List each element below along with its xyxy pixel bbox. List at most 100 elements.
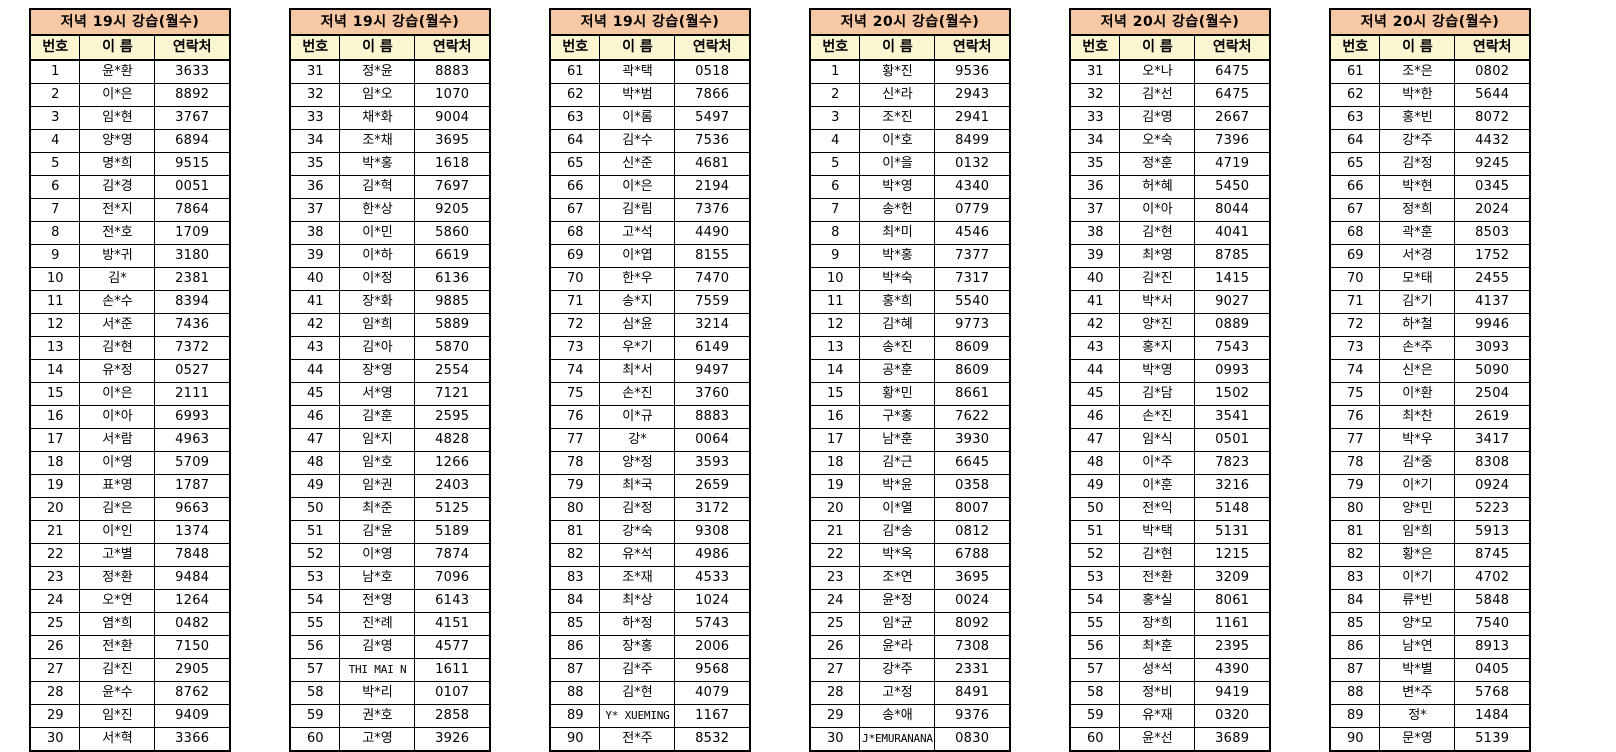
cell-number: 38 bbox=[289, 221, 341, 245]
cell-name: 표*영 bbox=[79, 474, 156, 498]
table-row: 15 이*은 2111 bbox=[29, 382, 231, 406]
cell-contact: 2905 bbox=[154, 658, 231, 682]
cell-name: 김* bbox=[79, 267, 156, 291]
cell-number: 59 bbox=[289, 704, 341, 728]
table-row: 87 김*주 9568 bbox=[549, 658, 751, 682]
column-header-name: 이 름 bbox=[339, 34, 416, 61]
table-row: 65 신*준 4681 bbox=[549, 152, 751, 176]
cell-name: 김*선 bbox=[1119, 83, 1196, 107]
cell-number: 51 bbox=[1069, 520, 1121, 544]
column-header-contact: 연락처 bbox=[154, 34, 231, 61]
cell-number: 34 bbox=[1069, 129, 1121, 153]
table-row: 21 이*인 1374 bbox=[29, 520, 231, 544]
cell-name: 이*하 bbox=[339, 244, 416, 268]
cell-contact: 9419 bbox=[1194, 681, 1271, 705]
roster-table: 저녁 20시 강습(월수) 번호 이 름 연락처 61 조*은 0802 62 박*한 5644 6… bbox=[1328, 8, 1531, 752]
table-row: 16 구*홍 7622 bbox=[809, 405, 1011, 429]
table-row: 35 정*훈 4719 bbox=[1069, 152, 1271, 176]
column-header-number: 번호 bbox=[1329, 34, 1381, 61]
cell-name: 박*옥 bbox=[859, 543, 936, 567]
table-row: 19 표*영 1787 bbox=[29, 474, 231, 498]
table-row: 13 송*진 8609 bbox=[809, 336, 1011, 360]
cell-contact: 0482 bbox=[154, 612, 231, 636]
table-header-row: 번호 이 름 연락처 bbox=[549, 34, 751, 61]
cell-contact: 4432 bbox=[1454, 129, 1531, 153]
table-row: 16 이*아 6993 bbox=[29, 405, 231, 429]
cell-name: 남*연 bbox=[1379, 635, 1456, 659]
table-row: 57 THI MAI N 1611 bbox=[289, 658, 491, 682]
cell-number: 90 bbox=[1329, 727, 1381, 752]
column-header-contact: 연락처 bbox=[1454, 34, 1531, 61]
table-row: 55 장*희 1161 bbox=[1069, 612, 1271, 636]
table-row: 58 정*비 9419 bbox=[1069, 681, 1271, 705]
table-row: 82 황*은 8745 bbox=[1329, 543, 1531, 567]
cell-number: 31 bbox=[1069, 59, 1121, 84]
cell-contact: 3180 bbox=[154, 244, 231, 268]
table-row: 22 박*옥 6788 bbox=[809, 543, 1011, 567]
cell-name: 신*준 bbox=[599, 152, 676, 176]
cell-number: 14 bbox=[809, 359, 861, 383]
roster-table: 저녁 19시 강습(월수) 번호 이 름 연락처 1 윤*환 3633 2 이*은 8892 3 임*… bbox=[28, 8, 231, 752]
cell-name: 전*환 bbox=[79, 635, 156, 659]
column-header-name: 이 름 bbox=[79, 34, 156, 61]
cell-number: 7 bbox=[29, 198, 81, 222]
cell-name: 이*영 bbox=[339, 543, 416, 567]
cell-number: 85 bbox=[549, 612, 601, 636]
cell-name: 임*권 bbox=[339, 474, 416, 498]
cell-name: 박*택 bbox=[1119, 520, 1196, 544]
cell-contact: 9376 bbox=[934, 704, 1011, 728]
column-header-contact: 연락처 bbox=[674, 34, 751, 61]
cell-contact: 5090 bbox=[1454, 359, 1531, 383]
table-row: 17 서*람 4963 bbox=[29, 428, 231, 452]
cell-number: 66 bbox=[549, 175, 601, 199]
table-row: 40 김*진 1415 bbox=[1069, 267, 1271, 291]
cell-name: 조*연 bbox=[859, 566, 936, 590]
table-row: 50 최*준 5125 bbox=[289, 497, 491, 521]
table-row: 40 이*정 6136 bbox=[289, 267, 491, 291]
cell-name: 황*민 bbox=[859, 382, 936, 406]
table-row: 71 송*지 7559 bbox=[549, 290, 751, 314]
cell-name: 진*례 bbox=[339, 612, 416, 636]
cell-number: 5 bbox=[809, 152, 861, 176]
cell-contact: 0405 bbox=[1454, 658, 1531, 682]
cell-name: 이*규 bbox=[599, 405, 676, 429]
cell-number: 37 bbox=[289, 198, 341, 222]
cell-number: 61 bbox=[549, 59, 601, 84]
cell-name: 정*비 bbox=[1119, 681, 1196, 705]
cell-name: 강*주 bbox=[859, 658, 936, 682]
table-row: 48 이*주 7823 bbox=[1069, 451, 1271, 475]
table-row: 22 고*별 7848 bbox=[29, 543, 231, 567]
cell-number: 83 bbox=[549, 566, 601, 590]
cell-number: 67 bbox=[549, 198, 601, 222]
cell-name: 이*영 bbox=[79, 451, 156, 475]
cell-name: 전*주 bbox=[599, 727, 676, 752]
table-row: 31 오*나 6475 bbox=[1069, 59, 1271, 84]
cell-name: 이*롬 bbox=[599, 106, 676, 130]
table-row: 59 권*호 2858 bbox=[289, 704, 491, 728]
table-row: 8 전*호 1709 bbox=[29, 221, 231, 245]
table-row: 71 김*기 4137 bbox=[1329, 290, 1531, 314]
cell-number: 74 bbox=[1329, 359, 1381, 383]
cell-contact: 5889 bbox=[414, 313, 491, 337]
table-title-row: 저녁 20시 강습(월수) bbox=[809, 8, 1011, 36]
table-row: 49 이*훈 3216 bbox=[1069, 474, 1271, 498]
cell-name: 김*진 bbox=[1119, 267, 1196, 291]
cell-name: 임*현 bbox=[79, 106, 156, 130]
table-row: 24 오*연 1264 bbox=[29, 589, 231, 613]
cell-number: 25 bbox=[809, 612, 861, 636]
cell-contact: 3767 bbox=[154, 106, 231, 130]
table-row: 55 진*례 4151 bbox=[289, 612, 491, 636]
cell-contact: 0993 bbox=[1194, 359, 1271, 383]
roster-table: 저녁 19시 강습(월수) 번호 이 름 연락처 61 곽*택 0518 62 박*범 7866 6… bbox=[548, 8, 751, 752]
table-row: 14 유*정 0527 bbox=[29, 359, 231, 383]
cell-number: 2 bbox=[29, 83, 81, 107]
cell-contact: 8061 bbox=[1194, 589, 1271, 613]
table-row: 79 이*기 0924 bbox=[1329, 474, 1531, 498]
cell-number: 52 bbox=[289, 543, 341, 567]
cell-number: 30 bbox=[809, 727, 861, 752]
cell-name: 김*현 bbox=[599, 681, 676, 705]
cell-name: 김*근 bbox=[859, 451, 936, 475]
cell-contact: 1215 bbox=[1194, 543, 1271, 567]
cell-name: 이*아 bbox=[79, 405, 156, 429]
cell-name: 양*진 bbox=[1119, 313, 1196, 337]
